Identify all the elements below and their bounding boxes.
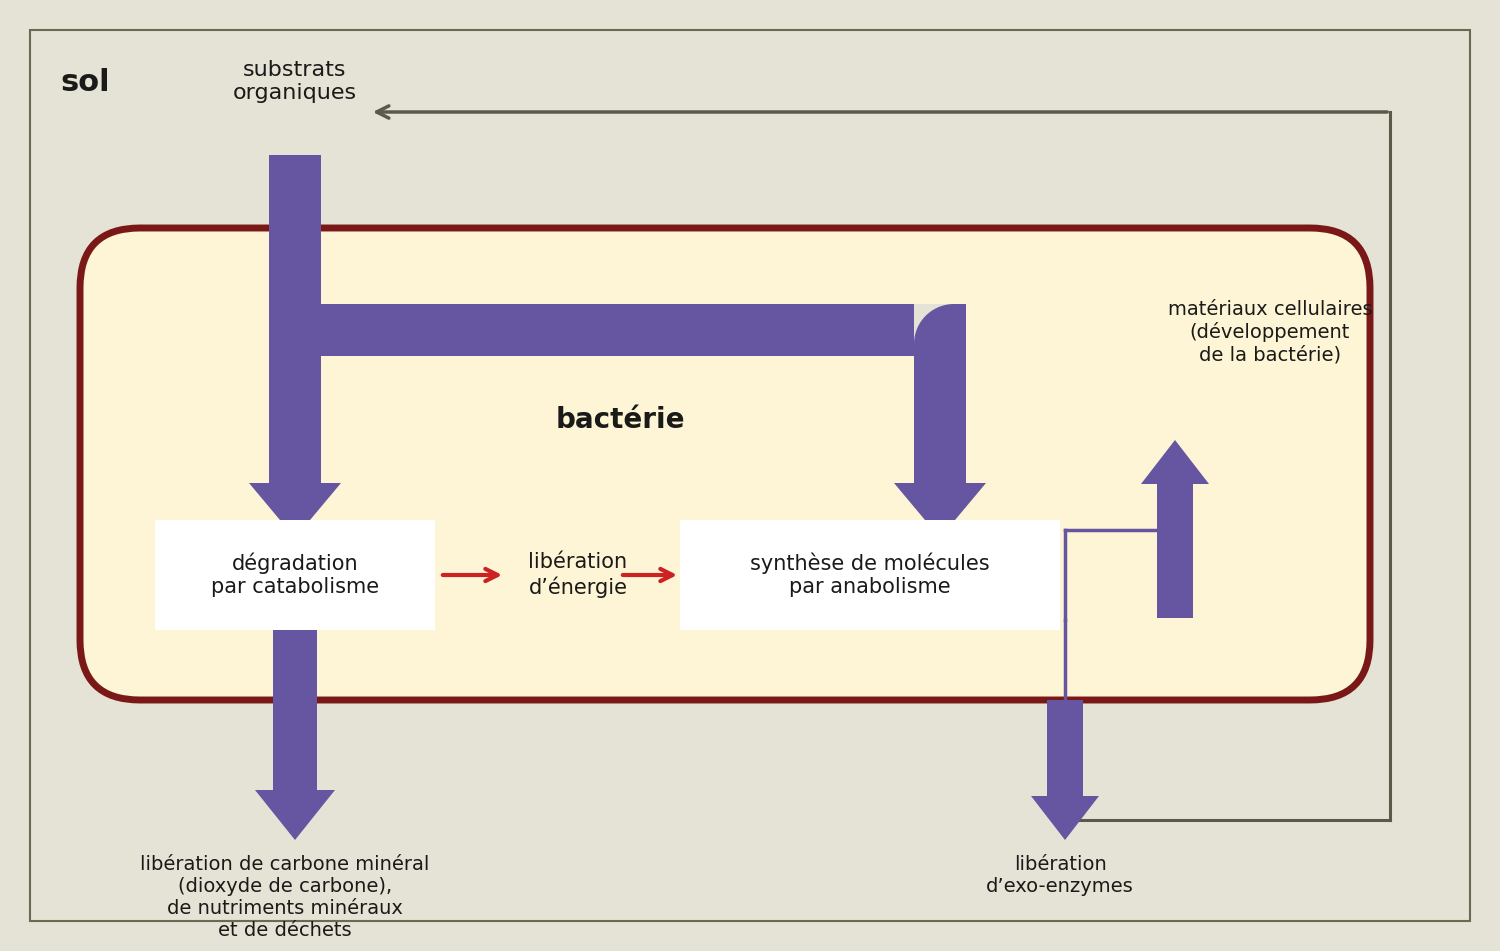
- Text: substrats
organiques: substrats organiques: [232, 60, 357, 104]
- Text: matériaux cellulaires
(développement
de la bactérie): matériaux cellulaires (développement de …: [1167, 300, 1372, 364]
- Polygon shape: [914, 304, 954, 344]
- Bar: [154, 520, 435, 630]
- Text: bactérie: bactérie: [555, 406, 684, 434]
- Text: sol: sol: [60, 68, 110, 97]
- FancyBboxPatch shape: [80, 228, 1370, 700]
- Polygon shape: [894, 370, 986, 538]
- Bar: [680, 520, 1060, 630]
- Polygon shape: [914, 304, 966, 396]
- Text: libération
d’exo-enzymes: libération d’exo-enzymes: [986, 855, 1134, 896]
- Polygon shape: [255, 618, 334, 840]
- Polygon shape: [296, 304, 940, 356]
- Polygon shape: [249, 155, 340, 538]
- Polygon shape: [1142, 440, 1209, 618]
- Text: libération
d’énergie: libération d’énergie: [528, 553, 627, 597]
- Text: dégradation
par catabolisme: dégradation par catabolisme: [211, 553, 380, 597]
- Text: synthèse de molécules
par anabolisme: synthèse de molécules par anabolisme: [750, 553, 990, 597]
- Text: libération de carbone minéral
(dioxyde de carbone),
de nutriments minéraux
et de: libération de carbone minéral (dioxyde d…: [141, 855, 429, 940]
- Polygon shape: [1030, 700, 1100, 840]
